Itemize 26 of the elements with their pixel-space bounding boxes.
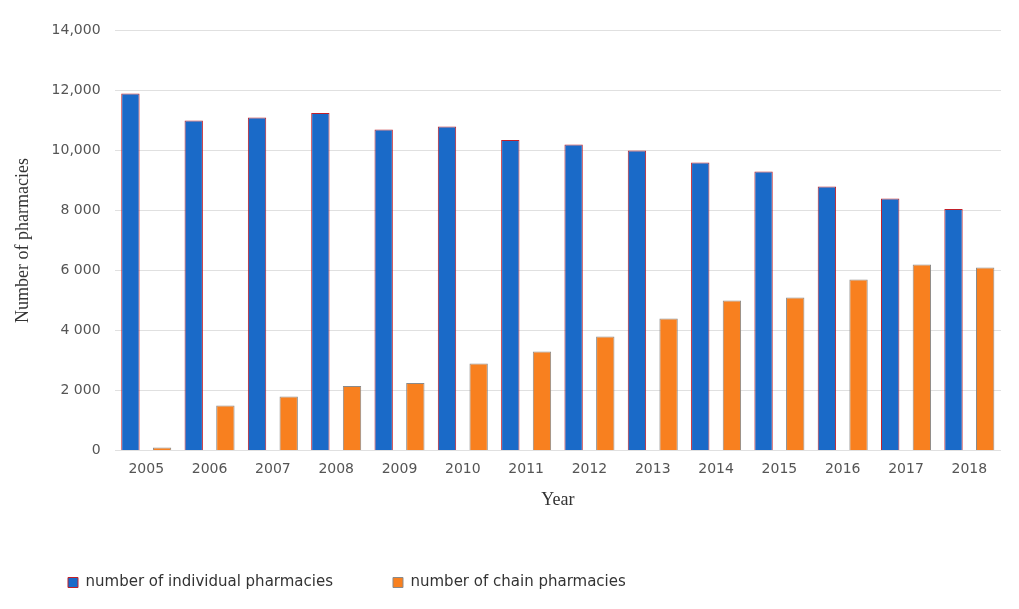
y-tick-label: 14,000 (51, 21, 101, 38)
x-tick-label: 2013 (634, 459, 671, 476)
x-tick-label: 2016 (824, 459, 861, 476)
y-axis-title: Number of pharmacies (11, 158, 32, 323)
x-tick-label: 2005 (128, 459, 165, 476)
x-tick-label: 2018 (951, 459, 988, 476)
y-tick-label: 10,000 (51, 141, 101, 158)
x-tick-label: 2017 (888, 459, 924, 476)
x-tick-label: 2012 (571, 459, 608, 476)
x-tick-label: 2006 (191, 459, 228, 476)
x-tick-label: 2011 (508, 459, 544, 476)
y-tick-label: 2 000 (60, 381, 101, 398)
y-tick-label: 12,000 (51, 81, 101, 98)
x-tick-label: 2014 (698, 459, 734, 476)
x-tick-label: 2010 (445, 459, 481, 476)
legend-label: number of chain pharmacies (410, 572, 626, 591)
x-tick-label: 2008 (318, 459, 355, 476)
x-tick-label: 2015 (761, 459, 798, 476)
y-tick-label: 8 000 (60, 201, 101, 218)
x-axis-title: Year (541, 488, 575, 509)
y-tick-label: 0 (91, 441, 101, 458)
x-tick-label: 2007 (255, 459, 291, 476)
legend-label: number of individual pharmacies (85, 572, 334, 591)
y-tick-label: 4 000 (60, 321, 101, 338)
y-tick-label: 6 000 (60, 261, 101, 278)
x-tick-label: 2009 (381, 459, 418, 476)
